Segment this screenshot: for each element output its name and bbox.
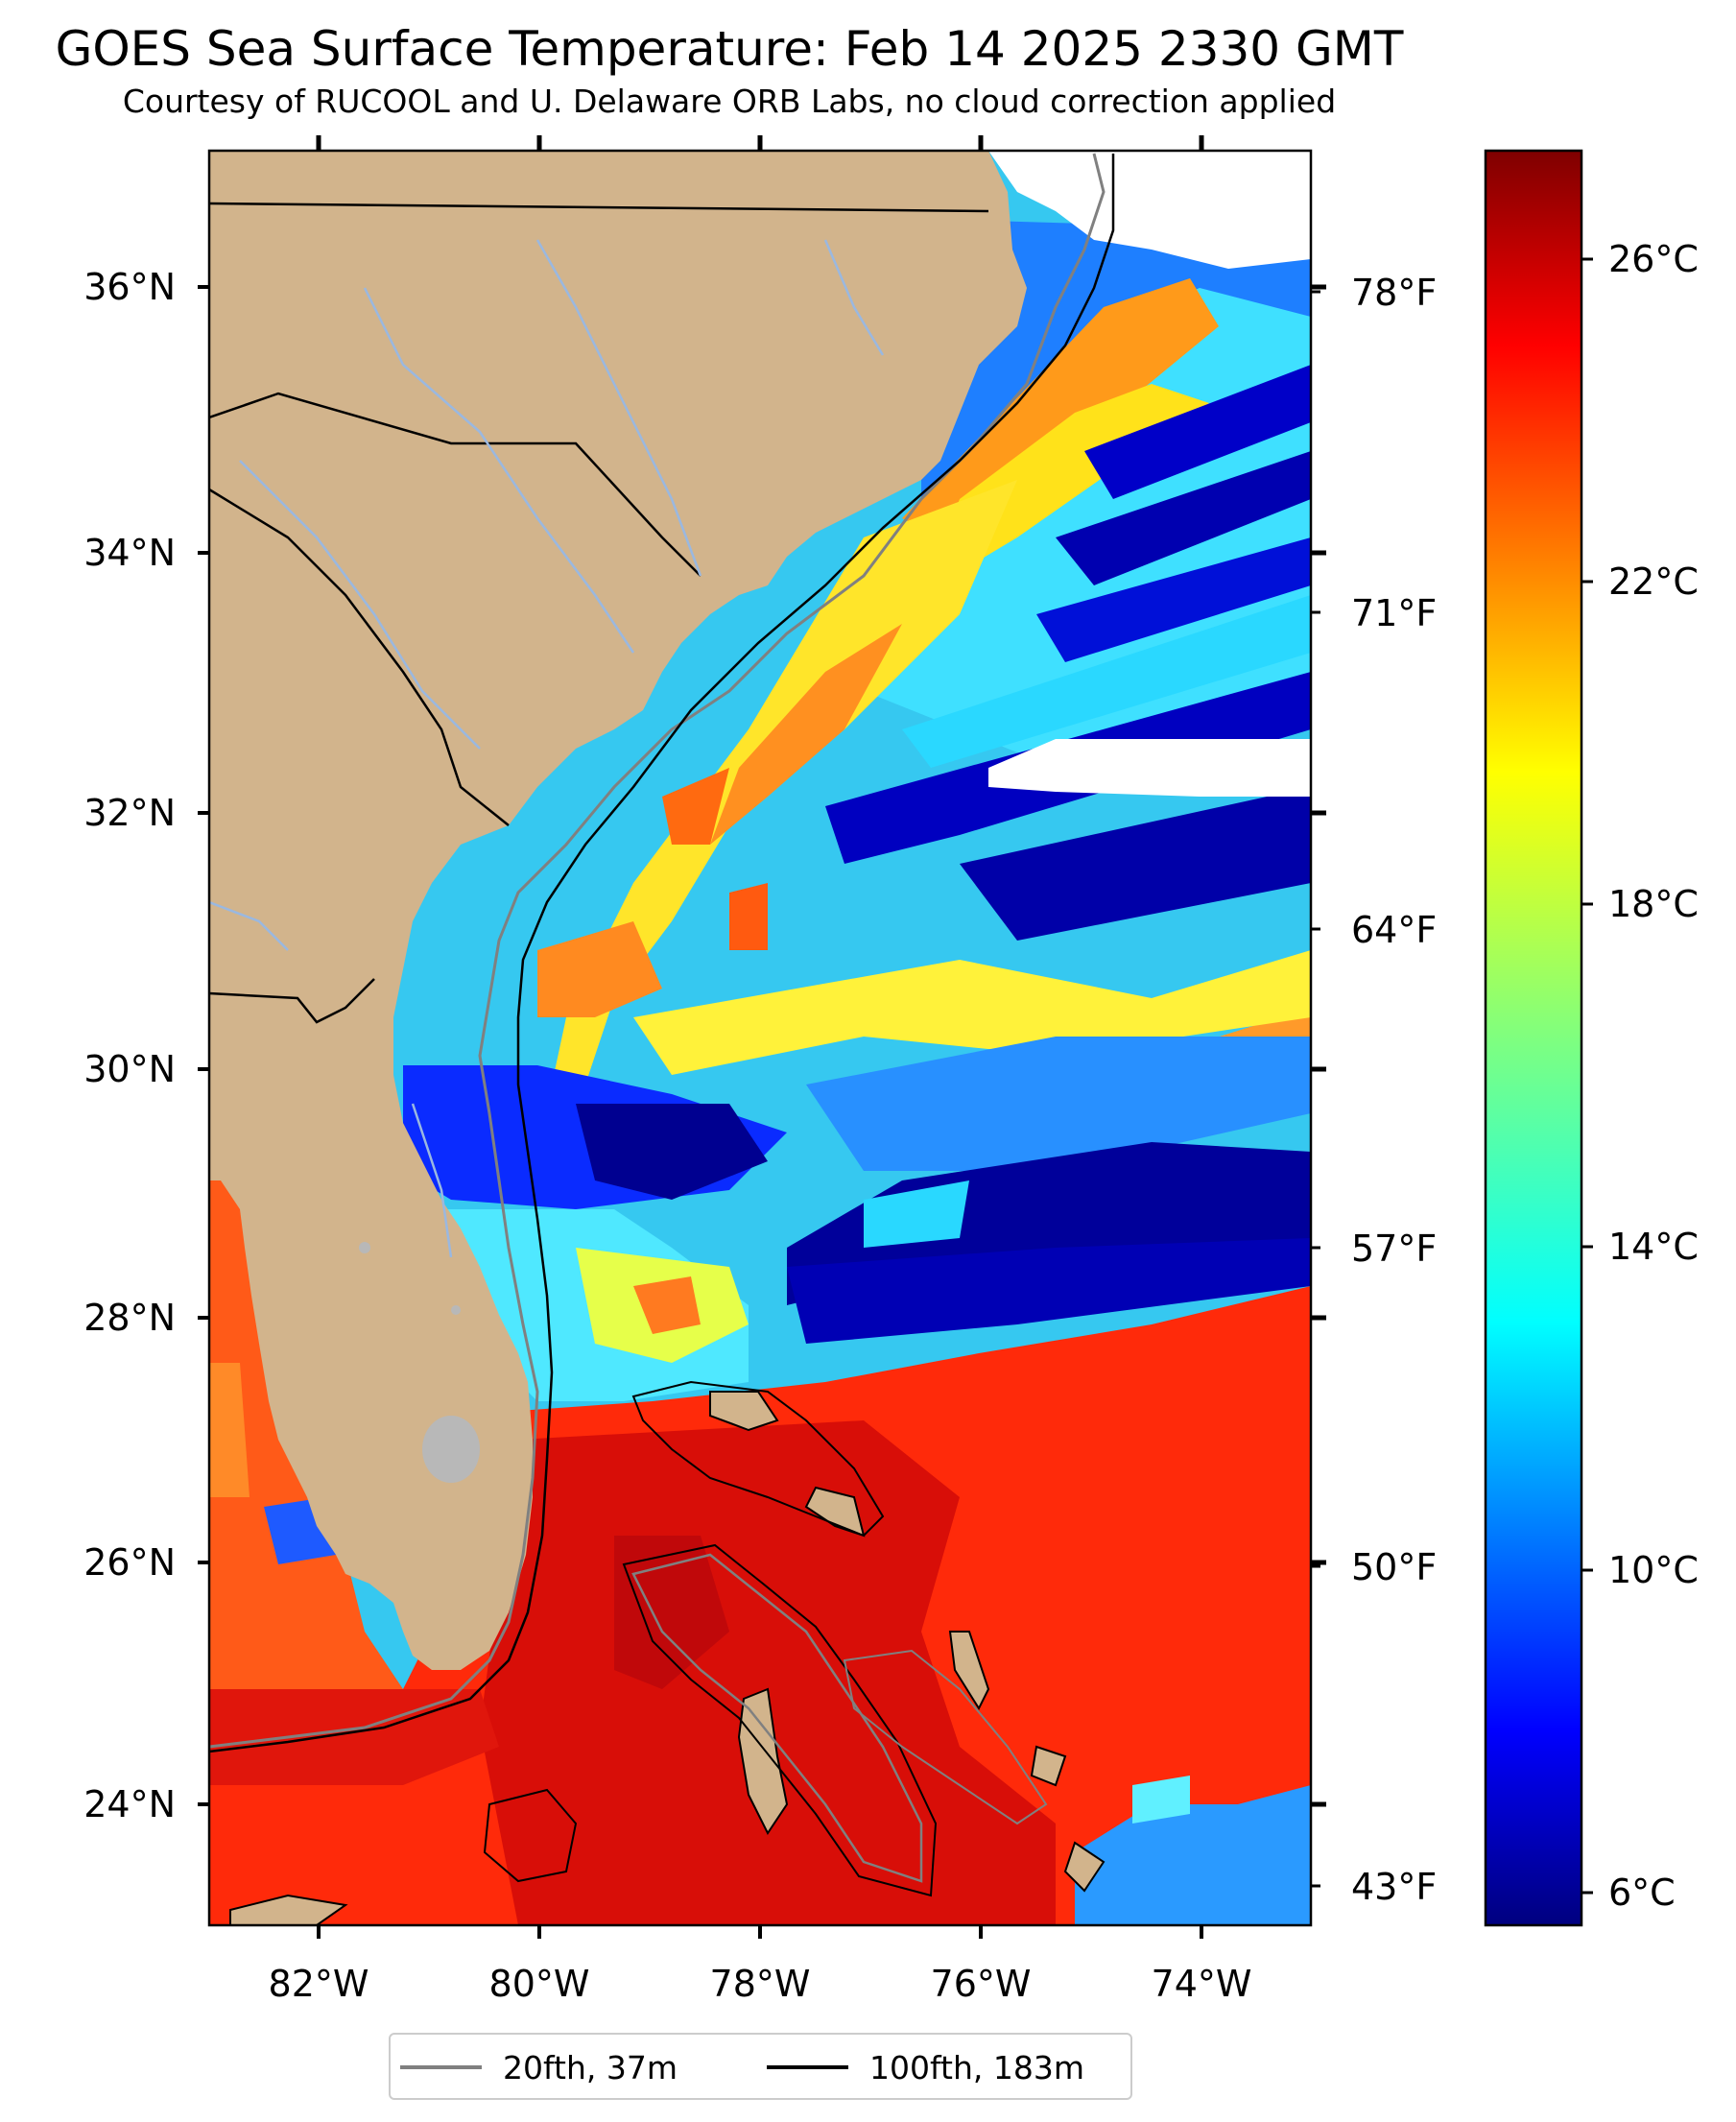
sst-warm-patch-3: [537, 921, 662, 1017]
sst-southeast-cyan: [1132, 1776, 1190, 1824]
lon-label-82: 82°W: [269, 1963, 369, 2005]
legend-label-100fth: 100fth, 183m: [869, 2048, 1084, 2086]
chart-subtitle: Courtesy of RUCOOL and U. Delaware ORB L…: [122, 83, 1337, 120]
sst-warm-patch-1: [662, 768, 729, 845]
lat-label-32: 32°N: [83, 792, 176, 834]
sst-gulf-mexico: [209, 1171, 403, 1689]
sst-gulfstream-orange: [710, 624, 902, 845]
land-southeast-us: [209, 151, 1027, 1670]
lat-label-26: 26°N: [83, 1541, 176, 1584]
f-label-64: 64°F: [1351, 909, 1437, 951]
colorbar-label-10c: 10°C: [1608, 1549, 1699, 1591]
lat-ticks-right: [1311, 284, 1326, 1807]
colorbar: [1484, 149, 1583, 1927]
sst-warm-patch-2: [729, 883, 768, 950]
border-ga-fl: [209, 978, 375, 1024]
lat-label-28: 28°N: [83, 1297, 176, 1339]
isobath-great-bahama-bank: [631, 1553, 923, 1883]
sst-gulfstream-north: [902, 278, 1219, 537]
lon-ticks: [316, 135, 1204, 1939]
sst-cold-band-2: [960, 787, 1311, 941]
cloud-mask-east: [988, 739, 1311, 797]
sst-gulfstream-core: [537, 480, 1017, 1152]
isobath-bahamas-bank: [631, 1380, 885, 1538]
colorbar-label-18c: 18°C: [1608, 883, 1699, 925]
f-label-43: 43°F: [1351, 1866, 1437, 1908]
colorbar-label-22c: 22°C: [1608, 560, 1699, 603]
sst-blue-mid: [806, 1037, 1311, 1171]
land-cuba: [229, 1894, 348, 1925]
sst-map: [209, 151, 1311, 1925]
border-sc-ga: [209, 488, 510, 826]
lon-label-80: 80°W: [489, 1963, 590, 2005]
sst-cold-pool-core: [576, 1104, 768, 1200]
legend-item-100fth: 100fth, 183m: [767, 2048, 1084, 2086]
lon-label-74: 74°W: [1152, 1963, 1252, 2005]
legend-line-100fth: [767, 2065, 848, 2069]
legend: 20fth, 37m 100fth, 183m: [389, 2033, 1132, 2100]
sst-streak-blue-3: [1036, 537, 1311, 662]
sst-florida-warm-spot: [633, 1276, 701, 1334]
chart-title: GOES Sea Surface Temperature: Feb 14 202…: [55, 21, 1404, 77]
lake-small-2: [451, 1305, 461, 1315]
isobath-great-bahama-bank-edge: [622, 1543, 938, 1897]
colorbar-label-6c: 6°C: [1608, 1872, 1676, 1914]
sst-yellow-streaks: [633, 950, 1311, 1075]
sst-cyan-patch: [864, 1180, 969, 1248]
isobath-cay-sal: [483, 1788, 578, 1883]
island-andros: [737, 1687, 789, 1835]
lat-label-34: 34°N: [83, 532, 176, 574]
island-grand-bahama: [709, 1391, 779, 1432]
lat-label-24: 24°N: [83, 1783, 176, 1825]
sst-gulf-orange: [209, 1363, 250, 1497]
legend-item-20fth: 20fth, 37m: [400, 2048, 678, 2086]
sst-streak-blue-1: [1084, 365, 1311, 499]
island-exuma: [1030, 1745, 1067, 1787]
lon-label-76: 76°W: [931, 1963, 1032, 2005]
f-label-50: 50°F: [1351, 1546, 1437, 1588]
rivers: [209, 239, 885, 1258]
fahrenheit-ticks: [1311, 290, 1320, 1888]
colorbar-label-14c: 14°C: [1608, 1226, 1699, 1268]
isobath-100fth: [209, 154, 1115, 1753]
legend-label-20fth: 20fth, 37m: [503, 2048, 678, 2086]
sst-cyan-band: [902, 595, 1311, 768]
sst-cold-band-south-2: [787, 1238, 1311, 1344]
border-nc-sc: [209, 392, 702, 577]
sst-streak-blue-2: [1056, 451, 1311, 585]
lat-label-30: 30°N: [83, 1048, 176, 1090]
lake-small-1: [359, 1242, 370, 1253]
state-borders: [209, 202, 989, 1024]
cloud-mask-north: [988, 151, 1311, 269]
sst-deep-red-1: [614, 1536, 729, 1689]
isobath-exumas: [843, 1649, 1048, 1825]
lat-ticks-left: [198, 285, 209, 1806]
f-label-78: 78°F: [1351, 272, 1437, 314]
island-eleuthera: [948, 1631, 990, 1711]
f-label-57: 57°F: [1351, 1228, 1437, 1270]
colorbar-label-26c: 26°C: [1608, 238, 1699, 280]
island-long: [1063, 1841, 1106, 1893]
lake-okeechobee: [422, 1416, 480, 1483]
colorbar-ticks: [1581, 257, 1593, 1895]
legend-line-20fth: [400, 2065, 482, 2069]
lon-label-78: 78°W: [710, 1963, 811, 2005]
f-label-71: 71°F: [1351, 592, 1437, 634]
lat-label-36: 36°N: [83, 266, 176, 308]
